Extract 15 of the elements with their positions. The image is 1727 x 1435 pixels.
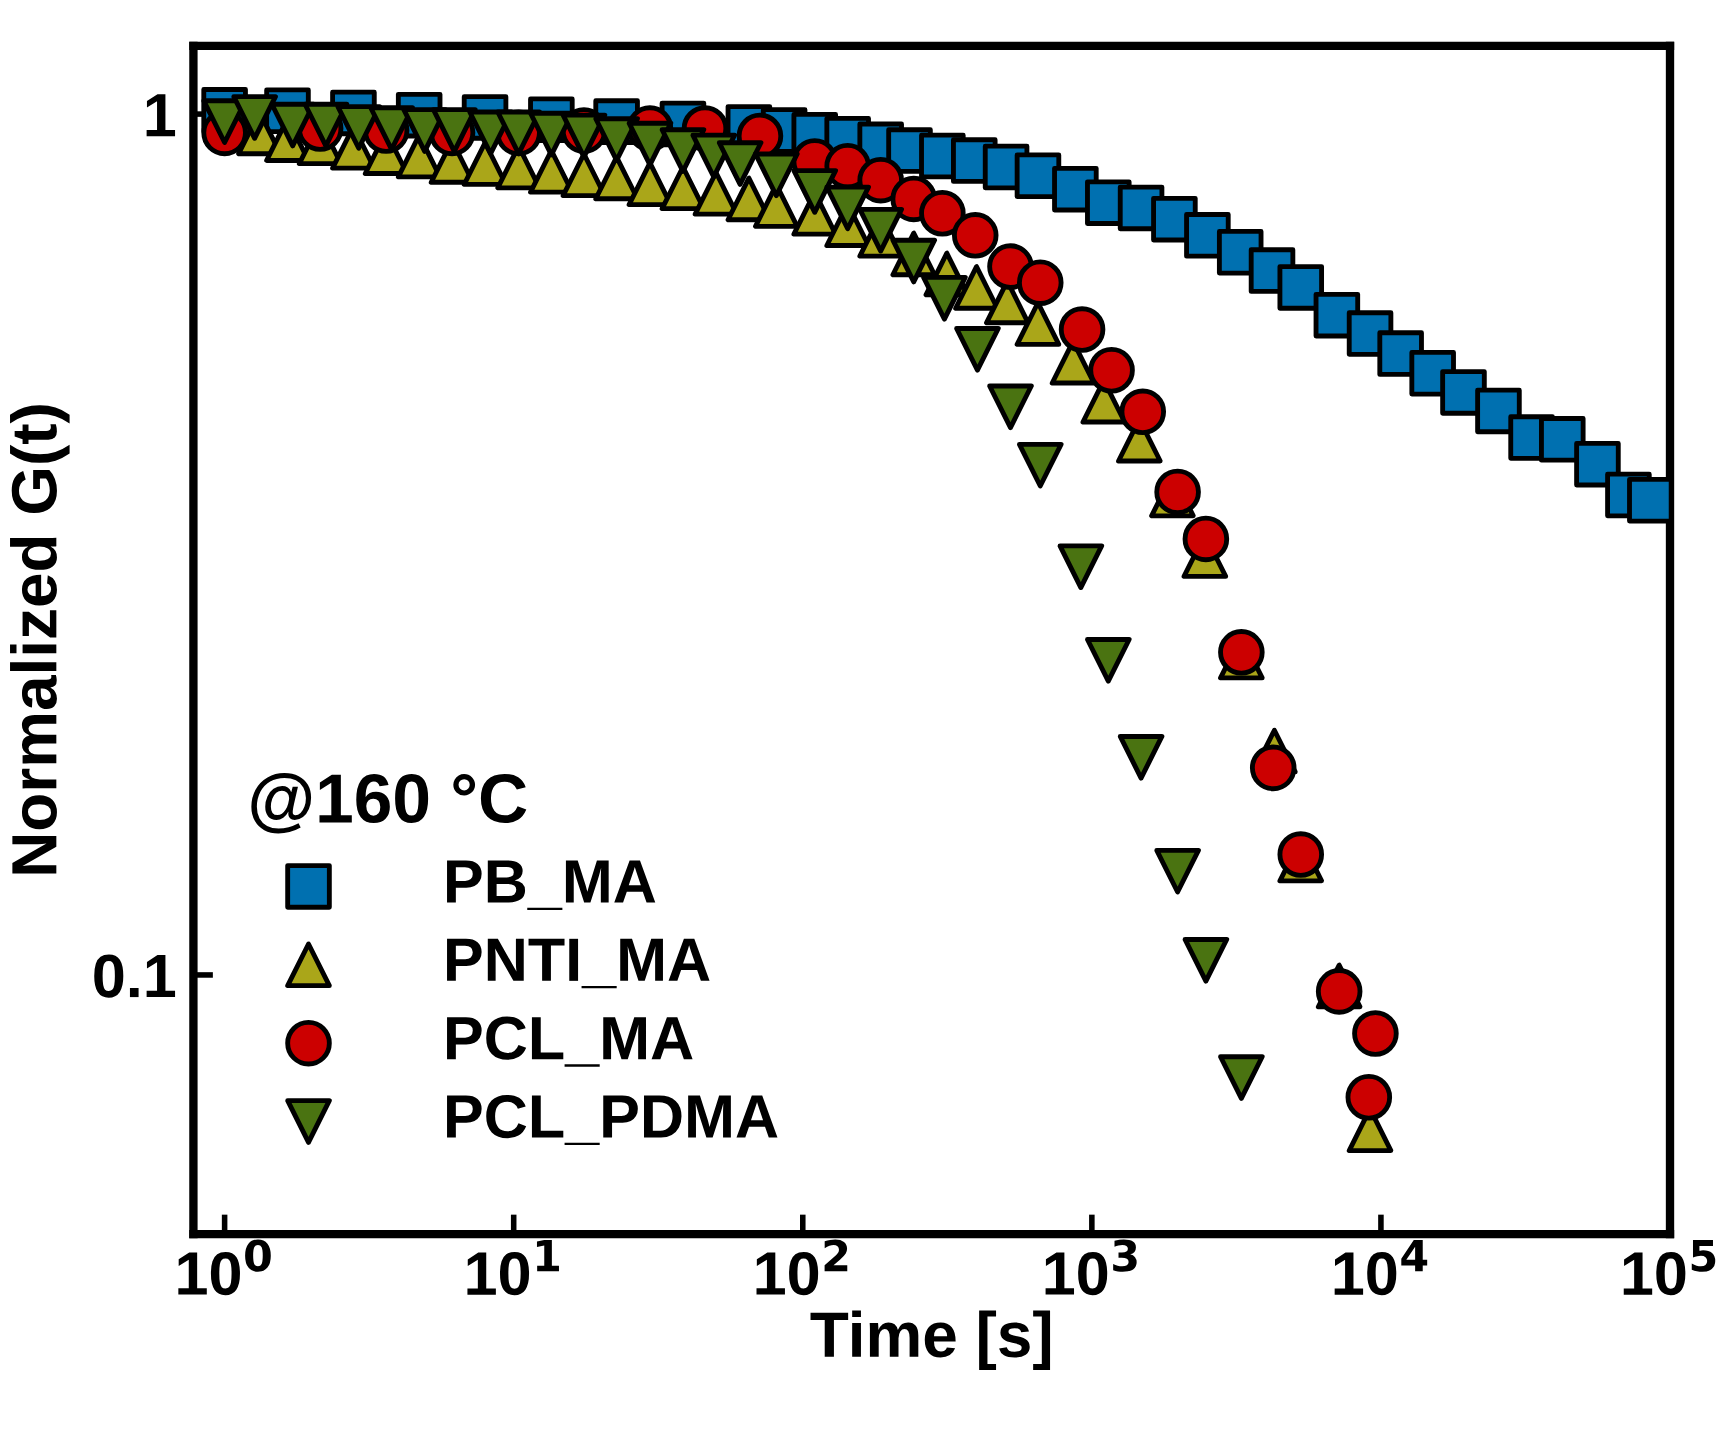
legend-label: PCL_PDMA — [447, 1094, 778, 1146]
legend-title: @160 °C — [251, 773, 527, 834]
legend-label: PNTI_MA — [447, 938, 710, 989]
legend-label: PB_MA — [447, 860, 656, 910]
x-tick-label: 10$^{5}$ — [1623, 1240, 1716, 1296]
x-tick-label: 10$^{4}$ — [1334, 1240, 1428, 1296]
y-tick-label: 1 — [146, 94, 176, 137]
x-axis-title: Time [s] — [810, 1310, 1051, 1371]
legend-label: PCL_MA — [447, 1016, 693, 1067]
x-tick-label: 10$^{0}$ — [178, 1239, 271, 1296]
x-tick-label: 10$^{3}$ — [1045, 1239, 1137, 1296]
y-tick-label: 0.1 — [94, 954, 176, 998]
x-tick-label: 10$^{2}$ — [756, 1239, 848, 1296]
x-tick-label: 10$^{1}$ — [467, 1240, 559, 1296]
y-axis-title: Normalized G(t) — [10, 405, 70, 874]
